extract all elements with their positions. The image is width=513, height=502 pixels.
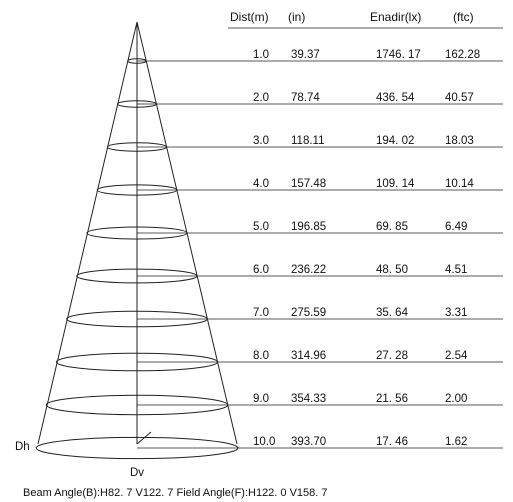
row-dist-value: 9.0 <box>253 393 269 405</box>
header-enadir: Enadir(lx) <box>370 10 421 24</box>
row-ftc-value: 1.62 <box>445 436 467 448</box>
header-in: (in) <box>288 10 305 24</box>
header-dist: Dist(m) <box>230 10 269 24</box>
row-ftc-value: 18.03 <box>445 135 474 147</box>
row-in-value: 275.59 <box>291 307 326 319</box>
row-ftc-value: 6.49 <box>445 221 467 233</box>
row-dist-value: 3.0 <box>253 135 269 147</box>
row-ftc-value: 2.00 <box>445 393 467 405</box>
row-lx-value: 27. 28 <box>376 350 408 362</box>
row-lx-value: 69. 85 <box>376 221 408 233</box>
row-ftc-value: 162.28 <box>445 49 480 61</box>
row-lx-value: 194. 02 <box>376 135 414 147</box>
row-in-value: 393.70 <box>291 436 326 448</box>
dv-label: Dv <box>130 467 144 479</box>
row-ftc-value: 3.31 <box>445 307 467 319</box>
row-dist-value: 8.0 <box>253 350 269 362</box>
row-in-value: 196.85 <box>291 221 326 233</box>
dh-label: Dh <box>15 441 30 453</box>
row-dist-value: 1.0 <box>253 49 269 61</box>
row-ftc-value: 2.54 <box>445 350 468 362</box>
row-lx-value: 436. 54 <box>376 92 415 104</box>
row-in-value: 314.96 <box>291 350 326 362</box>
row-dist-value: 6.0 <box>253 264 269 276</box>
dv-radius-line <box>136 431 152 445</box>
row-in-value: 39.37 <box>291 49 320 61</box>
row-dist-value: 5.0 <box>253 221 269 233</box>
row-ftc-value: 10.14 <box>445 178 474 190</box>
row-lx-value: 109. 14 <box>376 178 415 190</box>
angle-caption: Beam Angle(B):H82. 7 V122. 7 Field Angle… <box>23 487 328 499</box>
row-dist-value: 7.0 <box>253 307 269 319</box>
row-in-value: 118.11 <box>291 135 324 147</box>
row-lx-value: 35. 64 <box>376 307 409 319</box>
row-in-value: 236.22 <box>291 264 326 276</box>
row-in-value: 354.33 <box>291 393 326 405</box>
row-dist-value: 2.0 <box>253 92 269 104</box>
row-in-value: 78.74 <box>291 92 320 104</box>
row-ftc-value: 4.51 <box>445 264 467 276</box>
row-lx-value: 17. 46 <box>376 436 408 448</box>
row-in-value: 157.48 <box>291 178 326 190</box>
header-ftc: (ftc) <box>453 10 474 24</box>
row-lx-value: 21. 56 <box>376 393 408 405</box>
row-ftc-value: 40.57 <box>445 92 474 104</box>
row-dist-value: 10.0 <box>253 436 275 448</box>
row-dist-value: 4.0 <box>253 178 269 190</box>
distance-table: 1.0 39.37 1746. 17 162.28 2.0 78.74 436. 54 40.… <box>137 49 503 449</box>
row-lx-value: 1746. 17 <box>376 49 421 61</box>
row-lx-value: 48. 50 <box>376 264 408 276</box>
